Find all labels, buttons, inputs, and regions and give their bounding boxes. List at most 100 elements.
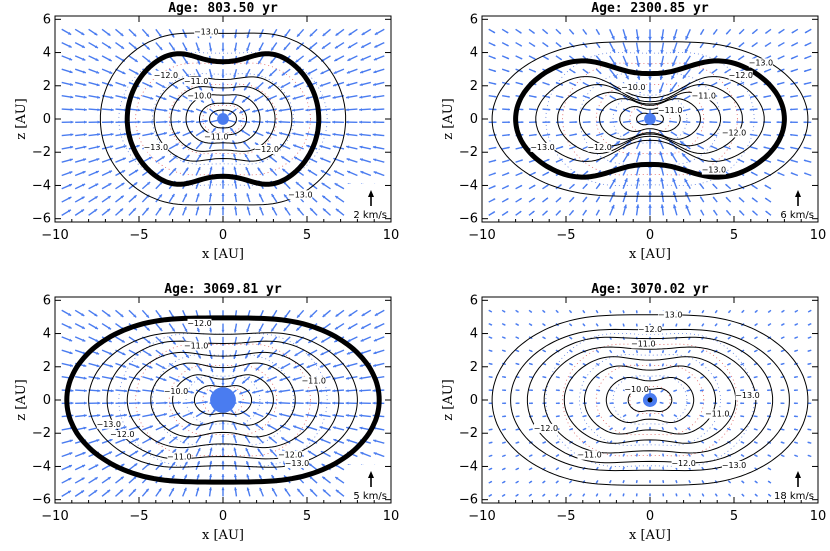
vector-head [763, 133, 766, 136]
scale-box [345, 184, 389, 220]
vector-head [583, 337, 586, 340]
vector-head [306, 365, 310, 368]
vector-head [191, 120, 195, 124]
vector-head [209, 166, 213, 170]
vector-head [280, 85, 284, 88]
vector-head [82, 70, 86, 74]
vector-head [807, 428, 810, 431]
vector-head [790, 108, 792, 111]
contour-label-bg [204, 132, 229, 142]
vector-head [670, 131, 673, 134]
vector-head [293, 144, 297, 148]
vector-head [571, 197, 574, 200]
vector-head [803, 108, 806, 111]
vector-head [306, 144, 310, 148]
vector-head [347, 339, 351, 342]
vector-head [561, 146, 564, 149]
vector-head [320, 157, 324, 161]
x-tick-label: 10 [383, 228, 400, 243]
vector-head [360, 70, 364, 74]
vector-head [561, 121, 564, 124]
vector-head [750, 96, 753, 98]
vector-head [68, 31, 72, 35]
vector-head [97, 389, 101, 393]
contour-label-bg [187, 91, 212, 101]
vector-head [233, 166, 237, 170]
vector-head [673, 389, 676, 392]
vector-head [492, 211, 495, 214]
vector-head [186, 154, 190, 158]
x-tick-label: 5 [730, 509, 738, 524]
vector-head [750, 159, 753, 162]
vector-head [374, 44, 378, 48]
vector-head [597, 376, 600, 379]
vector-head [221, 179, 225, 183]
vector-head [284, 194, 287, 198]
vector-head [295, 182, 299, 185]
vector-head [233, 179, 237, 183]
vector-head [159, 46, 163, 51]
vector-head [133, 195, 137, 199]
vector-head [675, 480, 678, 483]
vector-head [178, 120, 181, 124]
vector-head [611, 402, 614, 405]
vector-head [359, 83, 363, 87]
vector-head [702, 311, 704, 314]
vector-head [320, 352, 324, 356]
vector-head [544, 415, 547, 418]
vector-head [348, 313, 352, 317]
vector-head [147, 59, 151, 63]
vector-head [777, 57, 780, 60]
vector-head [221, 420, 225, 424]
vector-head [204, 119, 208, 123]
density-contour [557, 83, 743, 155]
vector-head [171, 34, 175, 38]
velocity-scale-label: 5 km/s [353, 491, 387, 502]
vector-head [80, 209, 85, 213]
x-axis-label: x [AU] [629, 247, 671, 262]
vector-head [503, 481, 506, 483]
vector-head [146, 46, 150, 50]
dotted-contour [135, 343, 311, 457]
velocity-scale-label: 18 km/s [774, 491, 814, 502]
vector-head [600, 97, 604, 99]
density-contour [172, 374, 274, 426]
vector-head [558, 31, 561, 34]
vector-head [807, 349, 810, 352]
vector-head [599, 84, 603, 87]
vector-head [221, 75, 225, 79]
vector-head [764, 185, 767, 187]
vector-head [319, 413, 323, 417]
vector-head [723, 96, 726, 99]
vector-head [571, 415, 574, 418]
vector-head [209, 474, 213, 478]
scale-box [772, 184, 816, 220]
vector-head [750, 146, 753, 149]
vector-head [151, 401, 155, 405]
vector-head [803, 121, 806, 124]
vector-head [122, 71, 126, 75]
vector-head [726, 32, 729, 35]
vector-head [345, 401, 349, 405]
vector-head [80, 490, 85, 494]
vector-head [333, 70, 337, 74]
vector-head [532, 198, 535, 200]
vector-head [752, 210, 755, 213]
vector-head [546, 184, 549, 187]
vector-head [556, 480, 559, 483]
vector-head [765, 211, 768, 213]
vector-head [332, 145, 336, 149]
vector-head [672, 36, 677, 41]
vector-head [623, 204, 627, 209]
vector-head [490, 376, 493, 378]
vector-head [740, 441, 743, 444]
dotted-contour [135, 62, 311, 176]
vector-head [660, 177, 664, 182]
vector-head [266, 378, 270, 382]
vector-head [740, 428, 743, 431]
vector-head [251, 120, 255, 124]
vector-head [319, 83, 323, 87]
vector-head [359, 108, 363, 112]
vector-head [673, 402, 675, 405]
vector-head [586, 158, 589, 161]
